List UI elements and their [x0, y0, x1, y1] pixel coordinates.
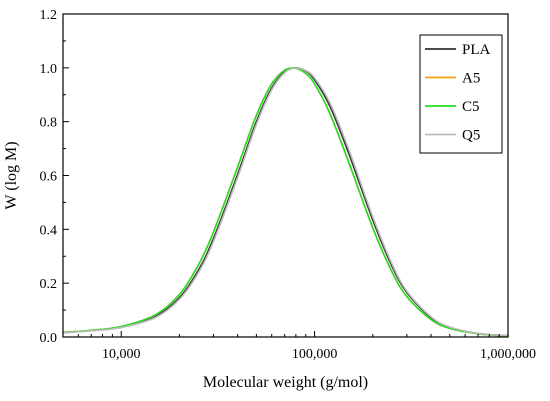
x-axis-label: Molecular weight (g/mol) — [203, 374, 368, 391]
legend-label-pla: PLA — [462, 42, 491, 58]
x-tick-label: 1,000,000 — [480, 347, 536, 362]
y-axis-label: W (log M) — [3, 141, 20, 209]
series-layer — [62, 67, 509, 337]
y-tick-label: 0.4 — [40, 223, 58, 238]
y-tick-label: 0.6 — [40, 170, 58, 185]
x-axis: 10,000 100,000 1,000,000 — [62, 331, 536, 362]
y-tick-label: 0.0 — [40, 331, 58, 346]
y-tick-label: 1.0 — [40, 62, 58, 77]
legend-box — [419, 34, 503, 154]
y-tick-label: 1.2 — [40, 8, 58, 23]
legend-label-q5: Q5 — [462, 128, 480, 144]
x-tick-label: 10,000 — [102, 347, 141, 362]
y-axis: 0.0 0.2 0.4 0.6 0.8 1.0 1.2 — [40, 8, 69, 346]
y-tick-label: 0.8 — [40, 116, 58, 131]
legend: PLA A5 C5 Q5 — [419, 34, 503, 154]
series-line-q5 — [62, 67, 509, 337]
legend-label-a5: A5 — [462, 71, 480, 87]
y-tick-label: 0.2 — [40, 277, 58, 292]
x-tick-label: 100,000 — [292, 347, 338, 362]
legend-label-c5: C5 — [462, 99, 480, 115]
